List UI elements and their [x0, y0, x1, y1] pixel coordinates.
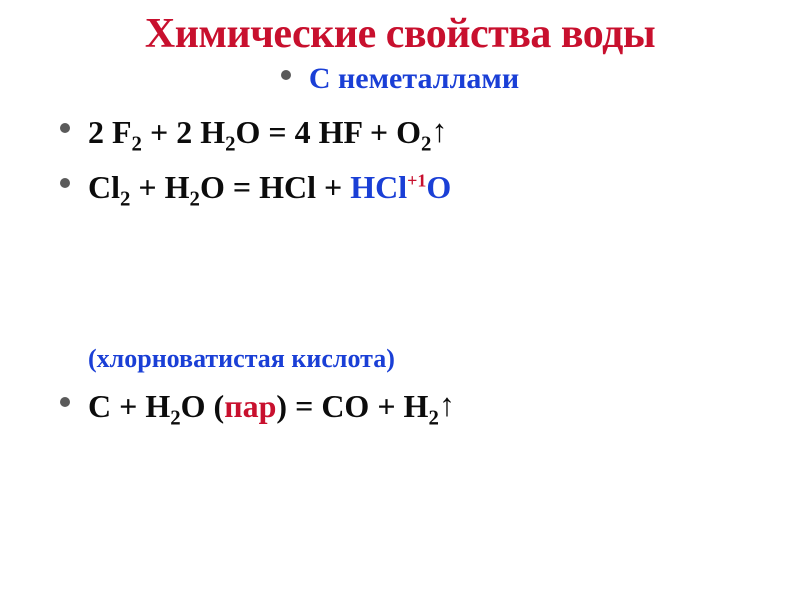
eq3-paren: ( [214, 388, 225, 424]
hypochlorous-note: (хлорноватистая кислота) [88, 344, 780, 374]
eq2-sup: +1 [407, 170, 426, 190]
bullet-icon [60, 397, 70, 407]
equation-row-1: 2 F2 + 2 H2O = 4 HF + O2↑ [60, 114, 780, 151]
up-arrow-icon: ↑ [439, 386, 455, 423]
eq2-hcl: HCl [350, 169, 407, 205]
bullet-icon [60, 178, 70, 188]
equation-1: 2 F2 + 2 H2O = 4 HF + O2↑ [88, 114, 447, 151]
up-arrow-icon: ↑ [431, 112, 447, 149]
equation-row-3: C + H2O (пар) = CO + H2↑ [60, 388, 780, 425]
eq1-sub: 2 [421, 132, 431, 155]
equation-2: Cl2 + H2O = HCl + HCl+1O [88, 169, 451, 206]
bullet-icon [60, 123, 70, 133]
eq3-sub: 2 [170, 406, 180, 429]
bullet-icon [281, 70, 291, 80]
eq2-part: + H [130, 169, 189, 205]
slide: Химические свойства воды С неметаллами 2… [0, 0, 800, 600]
eq2-part: O = HCl + [200, 169, 350, 205]
eq3-steam: пар [224, 388, 276, 424]
equation-row-2: Cl2 + H2O = HCl + HCl+1O [60, 169, 780, 206]
slide-subtitle: С неметаллами [309, 62, 519, 96]
eq3-part: C + H [88, 388, 170, 424]
subtitle-row: С неметаллами [20, 62, 780, 96]
eq3-sub: 2 [428, 406, 438, 429]
eq3-part: = CO + H [287, 388, 428, 424]
spacer [20, 224, 780, 344]
eq2-o: O [426, 169, 451, 205]
eq1-part: 2 F [88, 114, 132, 150]
eq1-sub: 2 [225, 132, 235, 155]
slide-title: Химические свойства воды [20, 10, 780, 58]
eq1-sub: 2 [132, 132, 142, 155]
equation-3: C + H2O (пар) = CO + H2↑ [88, 388, 455, 425]
eq2-part: Cl [88, 169, 120, 205]
eq2-sub: 2 [190, 187, 200, 210]
eq2-sub: 2 [120, 187, 130, 210]
eq1-part: O = 4 HF + O [235, 114, 421, 150]
eq1-part: + 2 H [142, 114, 225, 150]
eq3-part: O [181, 388, 214, 424]
eq3-paren: ) [276, 388, 287, 424]
